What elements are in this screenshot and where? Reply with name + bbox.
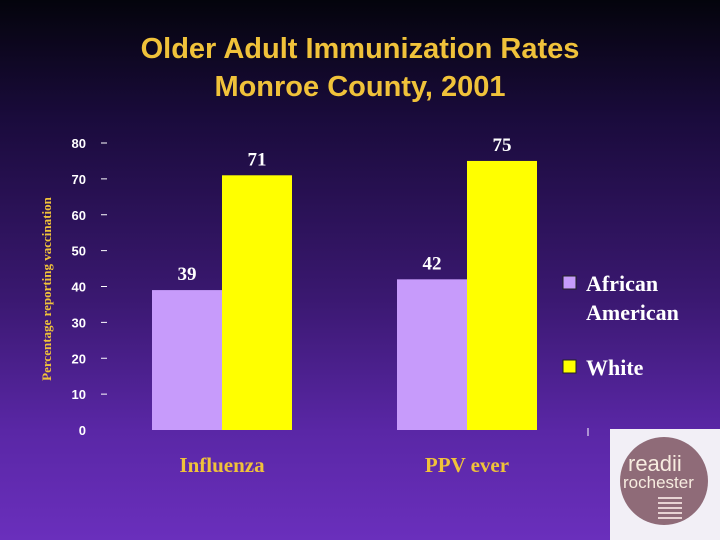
y-tick-label: 80 <box>72 136 86 151</box>
read-rochester-logo: readii rochester <box>610 429 720 540</box>
category-label: Influenza <box>179 453 265 477</box>
bar <box>152 290 222 430</box>
legend-label: White <box>586 355 644 380</box>
legend-label: African <box>586 271 658 296</box>
category-label: PPV ever <box>425 453 509 477</box>
bar <box>467 160 537 430</box>
legend-label: American <box>586 300 679 325</box>
y-tick-label: 30 <box>72 315 86 330</box>
bar <box>222 175 292 430</box>
chart-title-line-1: Older Adult Immunization Rates <box>140 33 580 65</box>
logo-text-read: readii <box>628 451 682 476</box>
y-tick-label: 10 <box>72 387 86 402</box>
legend-swatch <box>562 359 577 374</box>
bar-group: 39 71 42 75 <box>152 135 589 436</box>
y-tick-label: 40 <box>72 280 86 295</box>
data-label: 75 <box>493 135 512 156</box>
bar <box>397 279 467 430</box>
y-axis: 0 10 20 30 40 50 60 70 80 <box>72 136 107 438</box>
data-label: 71 <box>248 149 267 170</box>
chart-title-line-2: Monroe County, 2001 <box>214 71 506 103</box>
legend: African American White <box>562 271 679 380</box>
logo-circle: readii rochester <box>620 437 708 525</box>
y-tick-label: 60 <box>72 208 86 223</box>
logo-fine-print <box>658 497 682 522</box>
legend-swatch <box>562 275 577 290</box>
y-tick-label: 0 <box>79 423 86 438</box>
chart-title: Older Adult Immunization Rates Monroe Co… <box>0 30 720 106</box>
data-label: 39 <box>178 264 197 285</box>
y-tick-label: 20 <box>72 351 86 366</box>
y-axis-label: Percentage reporting vaccination <box>39 196 54 380</box>
data-label: 42 <box>423 253 442 274</box>
y-tick-label: 50 <box>72 244 86 259</box>
category-labels: Influenza PPV ever <box>179 453 509 477</box>
logo-text-rochester: rochester <box>623 473 694 492</box>
y-tick-label: 70 <box>72 172 86 187</box>
